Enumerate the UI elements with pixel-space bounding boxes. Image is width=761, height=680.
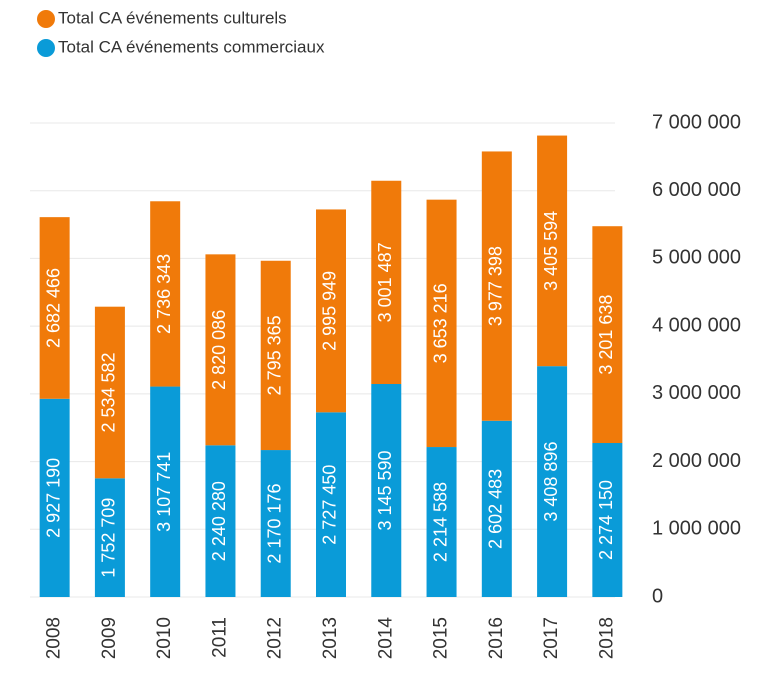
value-label: 3 405 594 [541,211,561,291]
value-label: 2 274 150 [596,480,616,560]
value-label: 2 820 086 [209,310,229,390]
bar-segment [481,420,512,597]
legend-label: Total CA événements commerciaux [58,37,325,56]
value-label: 2 727 450 [320,465,340,545]
x-tick-label: 2011 [209,617,230,658]
value-label: 2 602 483 [486,469,506,549]
value-label: 2 795 365 [264,315,284,395]
x-tick-label: 2009 [99,617,120,659]
x-tick-label: 2016 [486,617,507,659]
value-label: 2 240 280 [209,481,229,561]
bar-segment [426,199,457,448]
value-label: 2 170 176 [264,483,284,563]
value-label: 2 214 588 [430,482,450,562]
bar-segment [205,445,236,597]
bar-segment [371,180,402,384]
x-tick-label: 2012 [265,617,286,659]
value-label: 2 682 466 [43,268,63,348]
bar-segment [481,151,512,421]
value-label: 3 977 398 [486,246,506,326]
bar-segment [316,412,346,597]
legend-swatch [37,39,55,57]
bar-segment [537,366,568,597]
y-tick-label: 3 000 000 [652,382,741,404]
bar-segment [205,254,236,446]
bar-segment [39,217,70,399]
y-tick-label: 2 000 000 [652,450,741,472]
x-tick-label: 2014 [375,617,396,660]
value-label: 3 201 638 [596,295,616,375]
value-label: 3 408 896 [541,442,561,522]
y-tick-label: 0 [652,585,663,607]
y-tick-label: 5 000 000 [652,247,741,269]
value-label: 2 534 582 [99,352,119,432]
value-label: 2 995 949 [320,271,340,351]
bar-segment [537,135,568,367]
x-tick-label: 2015 [431,617,452,659]
y-tick-label: 6 000 000 [652,179,741,201]
x-tick-label: 2018 [596,617,617,659]
bar-segment [150,386,181,597]
value-label: 2 927 190 [43,458,63,538]
bar-segment [592,443,623,597]
y-tick-label: 1 000 000 [652,518,741,540]
x-tick-label: 2010 [154,617,175,659]
bar-segment [260,450,291,597]
y-tick-label: 7 000 000 [652,111,741,133]
value-label: 2 736 343 [154,254,174,334]
x-tick-label: 2008 [44,617,65,659]
bar-segment [94,306,125,479]
bar-segment [94,478,125,597]
value-label: 3 001 487 [375,242,395,322]
bar-segment [316,209,346,413]
y-tick-label: 4 000 000 [652,314,741,336]
bar-segment [260,260,291,451]
bar-segment [39,398,70,597]
bar-segment [592,226,623,444]
x-tick-label: 2013 [320,617,341,659]
bar-segment [426,447,457,597]
value-label: 1 752 709 [99,498,119,578]
legend-swatch [37,10,55,28]
bar-segment [150,201,181,387]
bar-segment [371,383,402,597]
value-label: 3 145 590 [375,450,395,530]
value-label: 3 107 741 [154,452,174,532]
x-tick-label: 2017 [541,617,562,659]
legend-label: Total CA événements culturels [58,8,287,27]
value-label: 3 653 216 [430,283,450,363]
